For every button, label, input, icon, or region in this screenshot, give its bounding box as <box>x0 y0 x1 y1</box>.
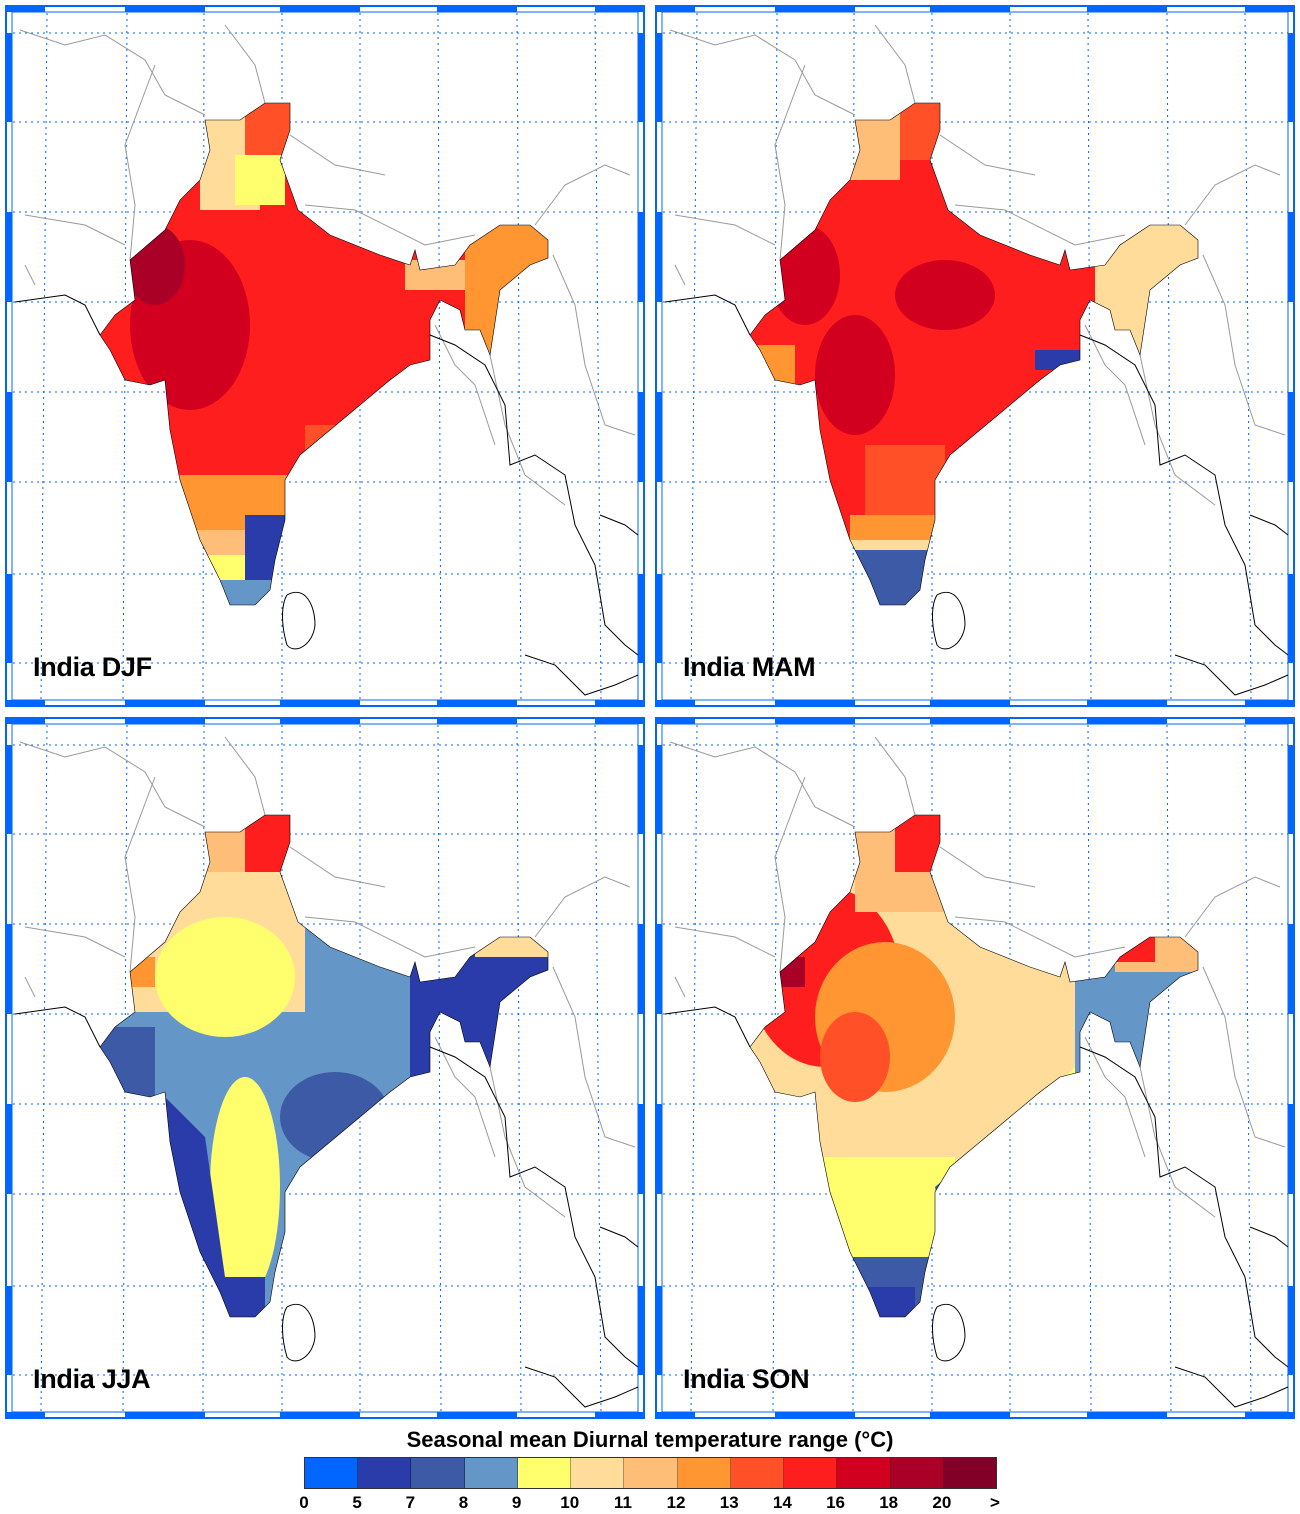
colorbar-tick-label: 8 <box>458 1493 469 1512</box>
colorbar-swatch <box>571 1458 625 1488</box>
map-panel-son: India SON <box>655 717 1295 1419</box>
colorbar-tick-label: > <box>990 1493 1000 1512</box>
colorbar-swatch <box>411 1458 465 1488</box>
colorbar-swatch <box>517 1458 572 1488</box>
legend-title: Seasonal mean Diurnal temperature range … <box>406 1427 894 1452</box>
colorbar-tick-label: 18 <box>879 1493 899 1512</box>
colorbar <box>304 1457 997 1489</box>
colorbar-swatch <box>464 1458 518 1488</box>
map-son <box>655 717 1295 1419</box>
colorbar-swatch <box>890 1458 944 1488</box>
colorbar-swatch <box>943 1458 997 1488</box>
colorbar-tick-label: 10 <box>560 1493 580 1512</box>
colorbar-tick-label: 9 <box>511 1493 522 1512</box>
panel-title: India MAM <box>683 652 816 682</box>
panel-title: India SON <box>683 1364 810 1394</box>
colorbar-swatch <box>677 1458 731 1488</box>
panel-title: India DJF <box>33 652 152 682</box>
colorbar-tick-label: 20 <box>932 1493 952 1512</box>
map-djf <box>5 5 645 707</box>
colorbar-swatch <box>358 1458 412 1488</box>
map-panel-djf: India DJF <box>5 5 645 707</box>
panel-title: India JJA <box>33 1364 151 1394</box>
map-panel-jja: India JJA <box>5 717 645 1419</box>
colorbar-tick-label: 11 <box>613 1493 632 1512</box>
colorbar-tick-label: 12 <box>666 1493 686 1512</box>
colorbar-swatch <box>837 1458 891 1488</box>
colorbar-tick-label: 5 <box>352 1493 362 1512</box>
colorbar-swatch <box>624 1458 678 1488</box>
colorbar-tick-label: 16 <box>826 1493 845 1512</box>
colorbar-tick-label: 13 <box>719 1493 739 1512</box>
colorbar-swatch <box>305 1458 359 1488</box>
map-jja <box>5 717 645 1419</box>
colorbar-tick-label: 0 <box>299 1493 309 1512</box>
colorbar-swatch <box>730 1458 785 1488</box>
colorbar-swatch <box>784 1458 838 1488</box>
colorbar-tick-label: 14 <box>772 1493 792 1512</box>
map-mam <box>655 5 1295 707</box>
map-panel-mam: India MAM <box>655 5 1295 707</box>
colorbar-tick-label: 7 <box>405 1493 416 1512</box>
